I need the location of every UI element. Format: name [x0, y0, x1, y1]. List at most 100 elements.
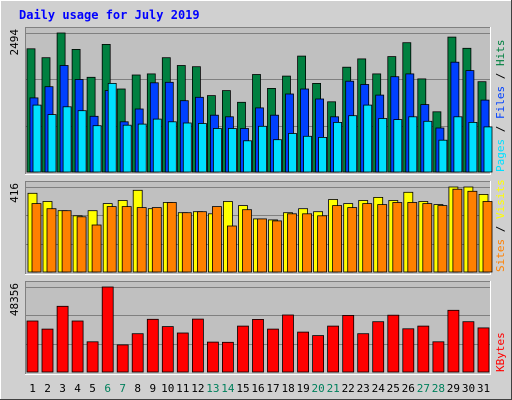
- sites-bar: [347, 207, 358, 273]
- kbytes-bar: [282, 314, 294, 373]
- sites-bar: [61, 210, 72, 273]
- sites-bar: [272, 220, 282, 273]
- pages-bar: [378, 118, 388, 173]
- pages-bar: [318, 136, 328, 173]
- pages-bar: [227, 128, 237, 173]
- sites-bar: [392, 202, 403, 273]
- kbytes-bar: [252, 318, 264, 373]
- kbytes-bar: [131, 333, 144, 373]
- sites-bar: [362, 203, 373, 273]
- kbytes-bar: [161, 326, 174, 373]
- y-max-label: 416: [8, 183, 21, 203]
- sites-bar: [136, 207, 147, 273]
- sites-bar: [467, 190, 478, 273]
- pages-bar: [348, 115, 358, 173]
- chart-title: Daily usage for July 2019: [19, 8, 200, 22]
- sites-bar: [151, 207, 162, 273]
- pages-bar: [107, 83, 117, 173]
- kbytes-bar: [417, 325, 430, 373]
- y-max-label: 48356: [8, 283, 21, 316]
- kbytes-bar: [26, 320, 39, 373]
- sites-bar: [332, 205, 343, 273]
- pages-bar: [438, 139, 448, 173]
- day-label: 4: [74, 382, 81, 395]
- pages-bar: [167, 121, 177, 173]
- kbytes-bar: [477, 327, 490, 373]
- kbytes-bar: [191, 318, 204, 373]
- sites-bar: [377, 204, 388, 273]
- day-label: 26: [402, 382, 415, 395]
- kbytes-bar: [86, 341, 99, 373]
- kbytes-bar: [372, 321, 385, 373]
- legend-sites: Sites: [494, 239, 507, 272]
- legend-hits: Hits: [494, 40, 507, 67]
- day-label: 8: [134, 382, 141, 395]
- sites-bar: [482, 201, 493, 273]
- kbytes-bar: [402, 328, 415, 373]
- kbytes-bar: [101, 286, 114, 373]
- pages-bar: [243, 140, 252, 173]
- sites-bar: [317, 215, 328, 273]
- sites-bar: [407, 202, 418, 273]
- day-label: 6: [104, 382, 111, 395]
- day-label: 17: [266, 382, 279, 395]
- day-label: 25: [387, 382, 400, 395]
- x-axis-day-labels: 1 2 3 4 5 6 7 8 9 10 11 12 13 14 15 16 17 18 19 20 21 22 23 24 2…: [29, 382, 490, 395]
- day-label: 24: [372, 382, 386, 395]
- day-label: 7: [119, 382, 126, 395]
- kbytes-bar: [176, 332, 189, 373]
- pages-bar: [122, 124, 132, 173]
- pages-bar: [363, 104, 373, 173]
- sites-bar: [106, 206, 117, 273]
- kbytes-bar: [462, 321, 475, 373]
- day-label: 23: [357, 382, 370, 395]
- kbytes-bar: [221, 341, 234, 373]
- pages-bar: [92, 125, 102, 173]
- kbytes-panel: 48356 KBytes: [8, 281, 507, 375]
- sites-bar: [166, 202, 177, 273]
- kbytes-bar: [146, 318, 159, 373]
- day-label: 10: [161, 382, 174, 395]
- day-label: 14: [221, 382, 235, 395]
- kbytes-bar: [432, 341, 445, 373]
- day-label: 27: [417, 382, 430, 395]
- day-label: 21: [327, 382, 340, 395]
- day-label: 18: [281, 382, 294, 395]
- sites-bar: [91, 224, 102, 273]
- day-label: 5: [89, 382, 96, 395]
- kbytes-bar: [447, 309, 460, 373]
- day-label: 20: [311, 382, 324, 395]
- pages-bar: [468, 122, 478, 173]
- pages-bar: [152, 118, 162, 173]
- kbytes-bar: [342, 314, 355, 373]
- kbytes-bar: [327, 325, 340, 373]
- day-label: 3: [59, 382, 66, 395]
- legend-files: Files: [494, 86, 507, 119]
- kbytes-bar: [206, 341, 219, 373]
- sites-bar: [76, 216, 87, 273]
- day-label: 31: [477, 382, 490, 395]
- pages-bar: [182, 122, 192, 173]
- sites-bar: [31, 203, 42, 273]
- sites-bar: [196, 211, 207, 273]
- sites-bar: [46, 208, 57, 273]
- day-label: 22: [342, 382, 355, 395]
- kbytes-bar: [116, 344, 129, 373]
- sites-bar: [437, 205, 448, 273]
- pages-bar: [393, 119, 403, 173]
- sites-bar: [257, 218, 267, 273]
- day-label: 16: [251, 382, 264, 395]
- legend-kbytes: KBytes: [494, 332, 507, 372]
- sites-bar: [287, 213, 297, 273]
- day-label: 28: [432, 382, 445, 395]
- day-label: 13: [206, 382, 219, 395]
- panel-legend: Sites / Visits: [494, 179, 507, 272]
- kbytes-bar: [41, 328, 54, 373]
- y-max-label: 2494: [8, 29, 21, 56]
- pages-bar: [197, 123, 207, 173]
- kbytes-bar: [357, 333, 370, 373]
- pages-bar: [483, 126, 493, 173]
- pages-bar: [212, 128, 222, 173]
- kbytes-bar: [56, 305, 69, 373]
- day-label: 11: [176, 382, 189, 395]
